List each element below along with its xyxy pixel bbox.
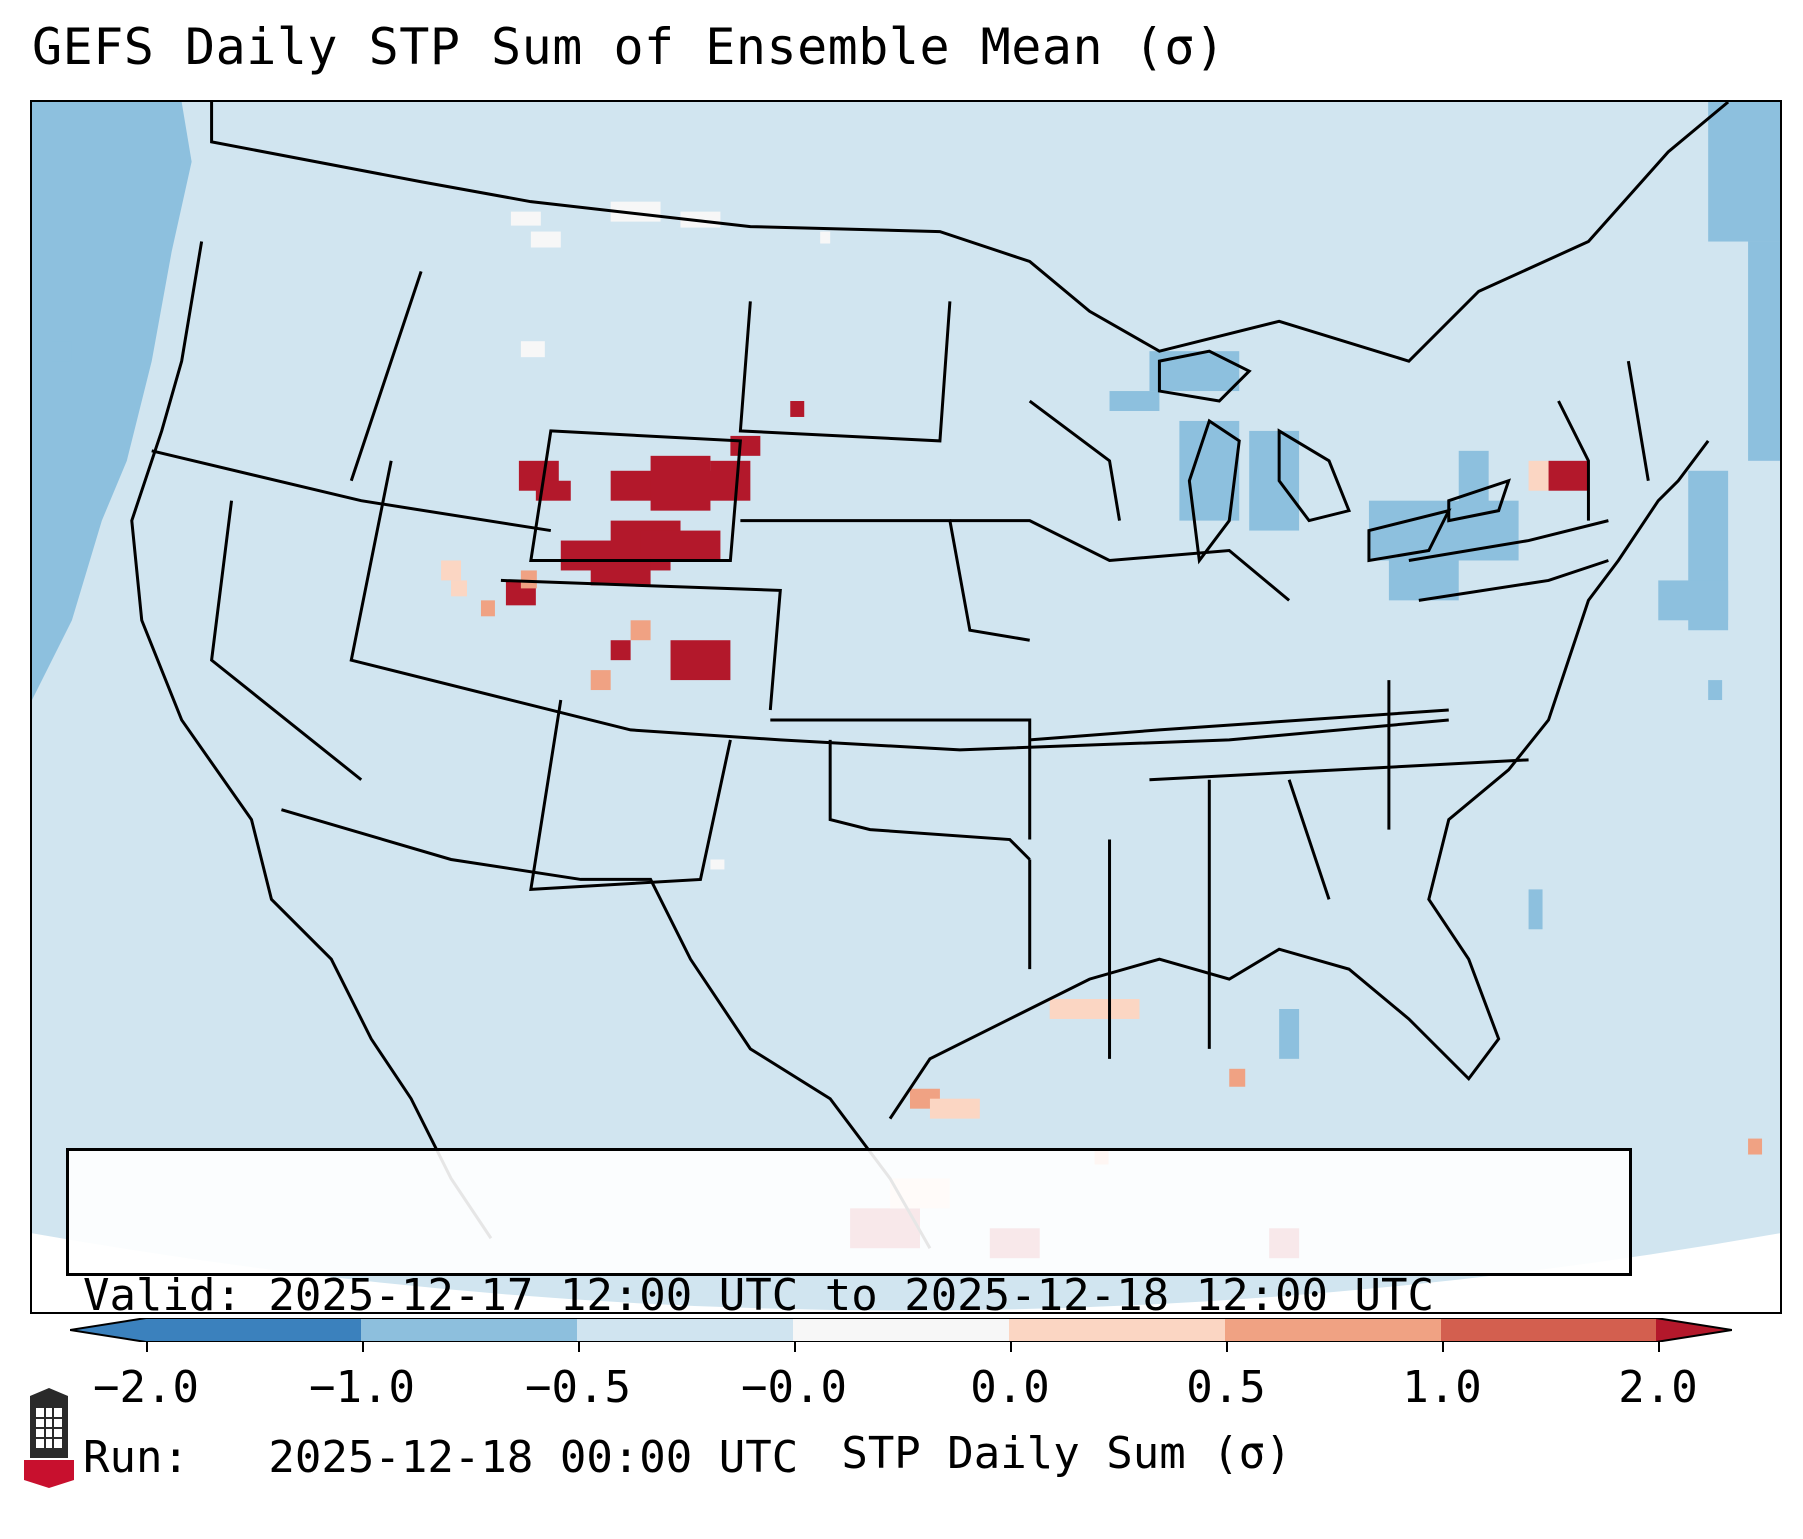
us-west-coast [130,241,493,1240]
map-canvas [32,102,1780,1311]
map-panel [30,100,1782,1314]
tick-label: −2.0 [93,1362,199,1413]
tick-label: −0.5 [525,1362,631,1413]
tick-mark [362,1342,364,1352]
niu-logo [20,1388,78,1488]
colorbar-bin-5 [1009,1318,1225,1342]
tick-mark [794,1342,796,1352]
colorbar-bin-6 [1225,1318,1441,1342]
colorbar-bin-4 [793,1318,1009,1342]
tick-label: −1.0 [309,1362,415,1413]
colorbar-bin-3 [577,1318,793,1342]
tick-mark [1658,1342,1660,1352]
colorbar-label: STP Daily Sum (σ) [0,1428,1803,1479]
tick-label: 0.0 [970,1362,1050,1413]
colorbar-ticks: −2.0 −1.0 −0.5 −0.0 0.0 0.5 1.0 2.0 [0,1342,1803,1413]
colorbar-label-text: STP Daily Sum (σ) [841,1428,1292,1479]
gulf-coast [888,439,1710,1120]
tick-mark [1442,1342,1444,1352]
valid-time-box: Valid: 2025-12-17 12:00 UTC to 2025-12-1… [66,1148,1632,1483]
tick-mark [1226,1342,1228,1352]
great-lakes-outline [1157,349,1511,565]
colorbar [70,1318,1732,1342]
run-time-line: Run: 2025-12-18 00:00 UTC [83,1432,799,1483]
map-title: GEFS Daily STP Sum of Ensemble Mean (σ) [32,18,1226,76]
negative-anomaly-atlantic [1279,102,1780,1059]
colorbar-bin-2 [361,1318,577,1342]
negative-anomaly-pacific [32,102,192,701]
valid-time-line: Valid: 2025-12-17 12:00 UTC to 2025-12-1… [83,1270,1435,1321]
tick-label: 2.0 [1618,1362,1698,1413]
tick-label: 1.0 [1402,1362,1482,1413]
colorbar-extend-low [70,1318,146,1342]
colorbar-bin-1 [146,1318,361,1342]
colorbar-bin-7 [1441,1318,1656,1342]
political-boundaries [130,102,1730,1249]
tick-label: 0.5 [1186,1362,1266,1413]
tick-label: −0.0 [741,1362,847,1413]
colorbar-extend-high [1656,1318,1732,1342]
tick-mark [578,1342,580,1352]
us-canada-border [210,102,1730,363]
tick-mark [146,1342,148,1352]
map-domain [32,102,1780,1311]
tick-mark [1010,1342,1012,1352]
